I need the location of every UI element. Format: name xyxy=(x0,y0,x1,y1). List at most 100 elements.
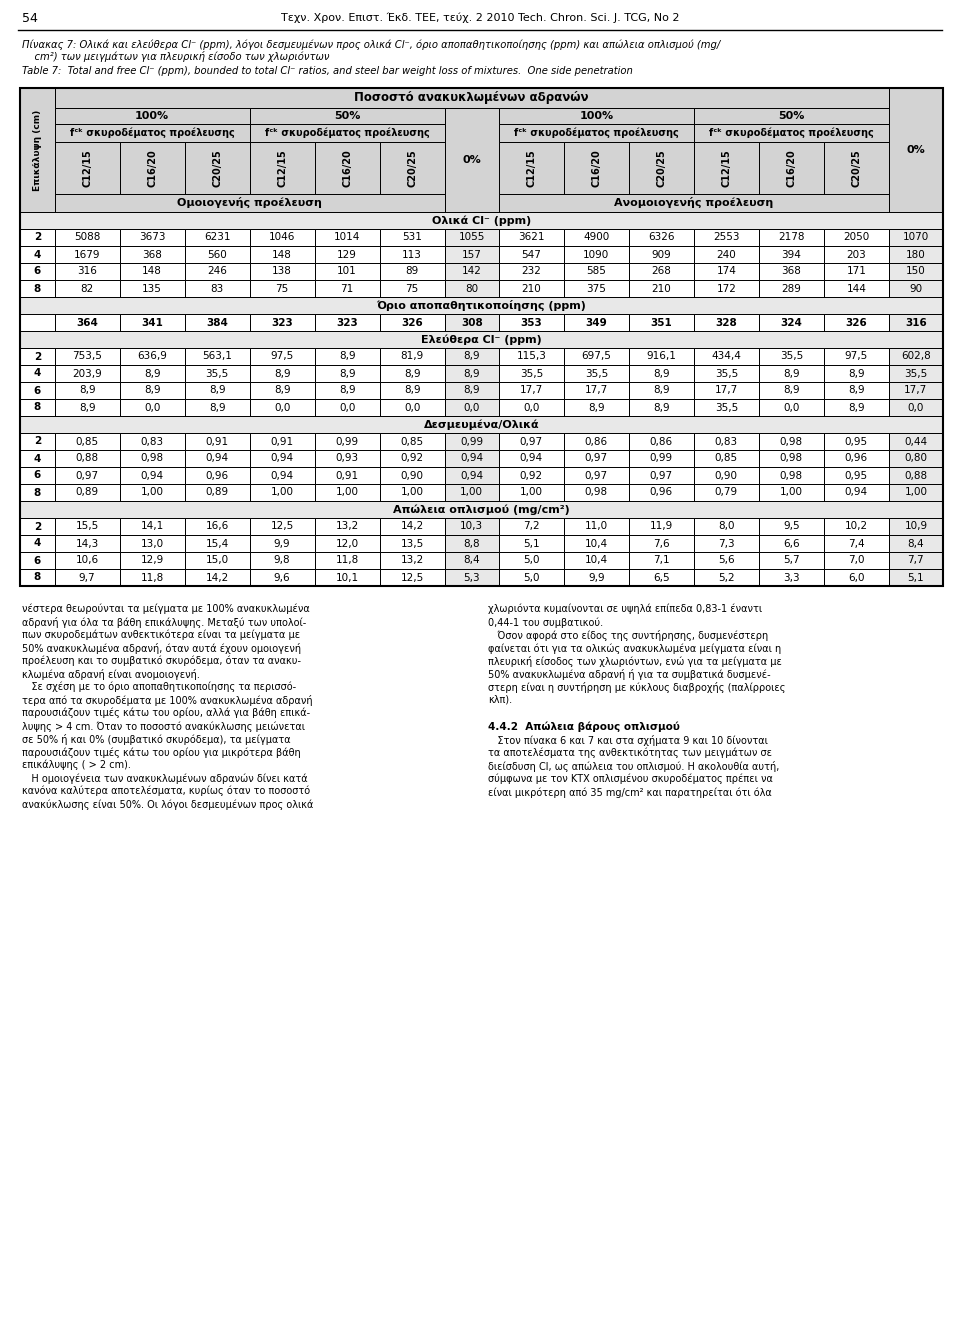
Bar xyxy=(120,484,184,501)
Text: C12/15: C12/15 xyxy=(277,149,287,187)
Text: 341: 341 xyxy=(141,317,163,328)
Bar xyxy=(379,263,444,280)
Text: 1070: 1070 xyxy=(902,232,929,243)
Text: 150: 150 xyxy=(906,267,925,277)
Text: 547: 547 xyxy=(521,249,541,260)
Bar xyxy=(694,399,758,416)
Text: 100%: 100% xyxy=(135,111,169,121)
Text: 8: 8 xyxy=(34,403,41,412)
Bar xyxy=(499,229,564,247)
Bar xyxy=(20,382,55,399)
Text: Ολικά Cl⁻ (ppm): Ολικά Cl⁻ (ppm) xyxy=(432,215,531,225)
Text: 2: 2 xyxy=(34,436,41,447)
Text: 13,0: 13,0 xyxy=(140,538,164,549)
Text: 15,5: 15,5 xyxy=(76,521,99,532)
Text: 0,0: 0,0 xyxy=(783,403,800,412)
Bar xyxy=(184,347,250,365)
Text: 8,9: 8,9 xyxy=(653,369,670,378)
Bar xyxy=(379,467,444,484)
Text: λυψης > 4 cm. Όταν το ποσοστό ανακύκλωσης μειώνεται: λυψης > 4 cm. Όταν το ποσοστό ανακύκλωση… xyxy=(22,721,305,732)
Text: 328: 328 xyxy=(715,317,737,328)
Bar xyxy=(824,347,889,365)
Text: Ανομοιογενής προέλευση: Ανομοιογενής προέλευση xyxy=(614,198,774,208)
Text: 0%: 0% xyxy=(906,145,925,155)
Text: 4: 4 xyxy=(34,369,41,378)
Text: 4900: 4900 xyxy=(584,232,610,243)
Bar xyxy=(184,229,250,247)
Text: 5088: 5088 xyxy=(74,232,101,243)
Bar xyxy=(55,434,120,450)
Bar xyxy=(20,229,55,247)
Text: 35,5: 35,5 xyxy=(519,369,543,378)
Text: 0,99: 0,99 xyxy=(336,436,359,447)
Bar xyxy=(250,314,315,332)
Text: 0,97: 0,97 xyxy=(585,453,608,464)
Text: 2178: 2178 xyxy=(779,232,804,243)
Bar xyxy=(250,142,315,194)
Bar xyxy=(564,247,629,263)
Bar xyxy=(55,450,120,467)
Text: 115,3: 115,3 xyxy=(516,351,546,362)
Bar xyxy=(120,569,184,586)
Bar xyxy=(758,314,824,332)
Bar xyxy=(184,365,250,382)
Text: 326: 326 xyxy=(846,317,867,328)
Bar xyxy=(758,569,824,586)
Text: 8,9: 8,9 xyxy=(79,403,95,412)
Text: 101: 101 xyxy=(337,267,357,277)
Bar xyxy=(20,450,55,467)
Text: 4: 4 xyxy=(34,453,41,464)
Text: 8,9: 8,9 xyxy=(464,386,480,395)
Bar xyxy=(694,247,758,263)
Text: 17,7: 17,7 xyxy=(585,386,608,395)
Bar xyxy=(824,263,889,280)
Text: 0,94: 0,94 xyxy=(519,453,543,464)
Text: 14,3: 14,3 xyxy=(76,538,99,549)
Bar xyxy=(758,142,824,194)
Bar xyxy=(250,569,315,586)
Text: C20/25: C20/25 xyxy=(407,149,418,187)
Bar xyxy=(250,518,315,534)
Text: 5,1: 5,1 xyxy=(523,538,540,549)
Bar xyxy=(379,382,444,399)
Text: 0,96: 0,96 xyxy=(650,488,673,497)
Bar xyxy=(250,534,315,552)
Text: 13,2: 13,2 xyxy=(336,521,359,532)
Bar xyxy=(55,125,250,142)
Text: 35,5: 35,5 xyxy=(585,369,608,378)
Bar xyxy=(629,484,694,501)
Bar xyxy=(694,365,758,382)
Text: 16,6: 16,6 xyxy=(205,521,228,532)
Text: Η ομοιογένεια των ανακυκλωμένων αδρανών δίνει κατά: Η ομοιογένεια των ανακυκλωμένων αδρανών … xyxy=(22,773,307,784)
Text: 11,9: 11,9 xyxy=(650,521,673,532)
Bar xyxy=(889,88,943,212)
Text: 14,2: 14,2 xyxy=(400,521,423,532)
Text: 8,9: 8,9 xyxy=(339,369,355,378)
Bar xyxy=(315,552,379,569)
Bar xyxy=(444,518,499,534)
Text: 1,00: 1,00 xyxy=(780,488,803,497)
Text: 8,8: 8,8 xyxy=(464,538,480,549)
Text: 8,9: 8,9 xyxy=(783,369,800,378)
Bar xyxy=(889,247,943,263)
Text: 210: 210 xyxy=(521,284,541,293)
Text: 7,7: 7,7 xyxy=(907,556,924,565)
Bar xyxy=(889,263,943,280)
Text: 5,2: 5,2 xyxy=(718,573,734,582)
Bar xyxy=(694,382,758,399)
Text: 8,0: 8,0 xyxy=(718,521,734,532)
Text: 2: 2 xyxy=(34,521,41,532)
Text: fᶜᵏ σκυροδέματος προέλευσης: fᶜᵏ σκυροδέματος προέλευσης xyxy=(70,127,234,138)
Bar xyxy=(694,142,758,194)
Bar xyxy=(55,229,120,247)
Bar xyxy=(250,450,315,467)
Bar xyxy=(629,142,694,194)
Bar xyxy=(499,399,564,416)
Text: στερη είναι η συντήρηση με κύκλους διαβροχής (παλίρροιες: στερη είναι η συντήρηση με κύκλους διαβρ… xyxy=(488,682,785,693)
Bar xyxy=(889,314,943,332)
Bar xyxy=(379,365,444,382)
Text: 0,94: 0,94 xyxy=(845,488,868,497)
Text: fᶜᵏ σκυροδέματος προέλευσης: fᶜᵏ σκυροδέματος προέλευσης xyxy=(514,127,679,138)
Bar xyxy=(758,467,824,484)
Text: 11,8: 11,8 xyxy=(336,556,359,565)
